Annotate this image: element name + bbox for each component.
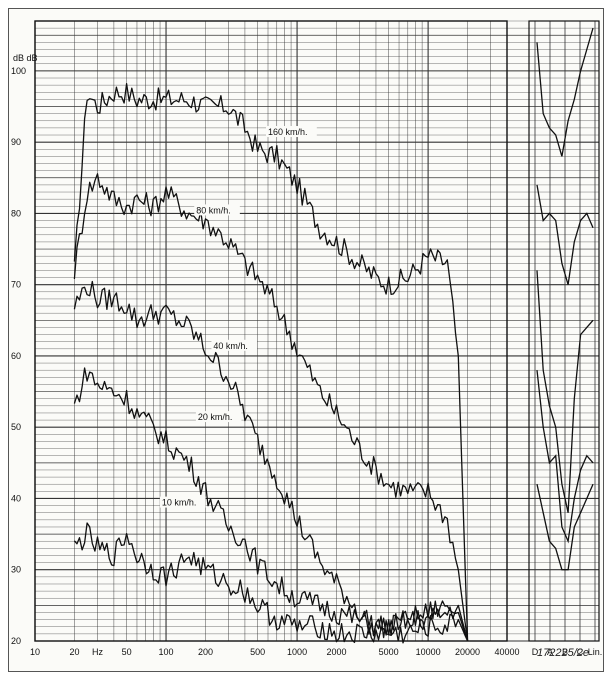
series-label-bg — [195, 411, 242, 423]
x-tick-label: Hz — [92, 647, 103, 657]
series-line — [73, 83, 469, 642]
series-label: 40 km/h. — [213, 341, 248, 351]
axes-layer: 20 30 40 50 60 70 80 90 100 dB dB 10 20 Hz 50 100 200 50… — [11, 20, 603, 657]
series-layer — [73, 27, 594, 644]
series-label: 10 km/h. — [162, 498, 197, 508]
weighting-border — [528, 20, 600, 642]
x-tick-label: 100 — [159, 647, 174, 657]
series-label: 20 km/h. — [198, 412, 233, 422]
y-tick-label: 90 — [11, 137, 21, 147]
weighting-label: A — [547, 647, 553, 657]
weighting-label: D — [532, 647, 539, 657]
series-label-bg — [159, 496, 206, 508]
plot-border — [34, 20, 508, 642]
series-label: 160 km/h. — [268, 127, 308, 137]
series-label: 80 km/h. — [196, 205, 231, 215]
x-tick-label: 1000 — [287, 647, 307, 657]
grid — [34, 20, 599, 642]
series-line — [73, 280, 469, 642]
series-label-bg — [266, 126, 317, 138]
y-tick-label: 100 — [11, 66, 26, 76]
weighting-label: Lin. — [588, 647, 603, 657]
weighting-trace — [536, 483, 594, 571]
weighting-trace — [536, 184, 594, 285]
y-axis-label: dB dB — [13, 53, 38, 63]
x-tick-label: 2000 — [327, 647, 347, 657]
x-tick-label: 200 — [198, 647, 213, 657]
figure-id: 172225/2e — [537, 647, 589, 659]
x-tick-label: 40000 — [494, 647, 519, 657]
x-tick-label: 5000 — [379, 647, 399, 657]
x-tick-label: 10000 — [416, 647, 441, 657]
y-tick-label: 50 — [11, 422, 21, 432]
weighting-trace — [536, 370, 594, 544]
series-label-bg — [194, 204, 240, 216]
x-tick-label: 20 — [69, 647, 79, 657]
series-label-bg — [211, 339, 258, 351]
series-line — [73, 173, 469, 642]
series-labels: 160 km/h. 80 km/h. 40 km/h. 20 km/h. 10 km/h… — [159, 126, 317, 508]
series-line — [73, 367, 469, 642]
x-tick-label: 500 — [250, 647, 265, 657]
y-tick-label: 60 — [11, 351, 21, 361]
noise-spectrum-chart: 20 30 40 50 60 70 80 90 100 dB dB 10 20 Hz 50 100 200 50… — [11, 20, 603, 657]
y-tick-label: 70 — [11, 280, 21, 290]
series-line — [73, 522, 469, 644]
x-tick-label: 10 — [30, 647, 40, 657]
y-tick-label: 40 — [11, 493, 21, 503]
weighting-trace — [536, 270, 594, 513]
x-tick-label: 50 — [122, 647, 132, 657]
x-tick-label: 20000 — [455, 647, 480, 657]
y-tick-label: 80 — [11, 208, 21, 218]
weighting-trace — [536, 27, 594, 157]
y-tick-label: 30 — [11, 565, 21, 575]
y-tick-label: 20 — [11, 636, 21, 646]
chart-frame: 20 30 40 50 60 70 80 90 100 dB dB 10 20 Hz 50 100 200 50… — [8, 8, 604, 672]
weighting-label: C — [577, 647, 584, 657]
weighting-label: B — [562, 647, 568, 657]
